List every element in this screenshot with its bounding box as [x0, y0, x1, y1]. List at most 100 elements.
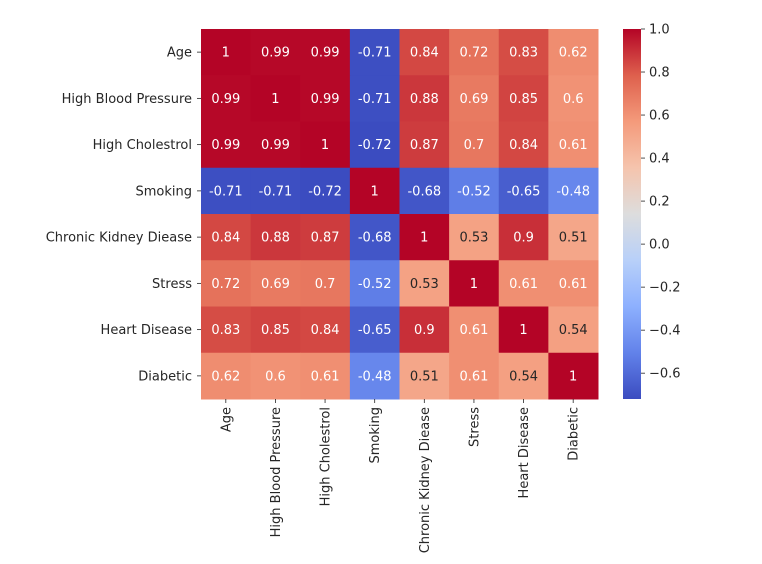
heatmap-cell	[201, 167, 252, 215]
cell-annotation: 0.84	[410, 46, 439, 61]
heatmap-cell	[449, 352, 500, 400]
heatmap-cell	[300, 167, 351, 215]
cell-annotation: -0.68	[358, 231, 392, 246]
colorbar-tick-label: 1.0	[649, 23, 670, 38]
heatmap-cell	[201, 260, 252, 307]
heatmap-cell	[399, 260, 450, 307]
cell-annotation: 0.84	[311, 323, 340, 338]
cell-annotation: 0.72	[211, 277, 240, 292]
heatmap-cell	[399, 121, 450, 169]
cell-annotation: 0.72	[459, 46, 488, 61]
colorbar-tick-label: −0.6	[649, 367, 681, 382]
heatmap-cell	[349, 167, 400, 215]
heatmap-cell	[250, 352, 301, 400]
y-tick-label: Chronic Kidney Diease	[46, 231, 192, 246]
heatmap-cell	[250, 29, 301, 76]
cell-annotation: -0.65	[358, 323, 392, 338]
heatmap-cell	[300, 121, 351, 169]
heatmap-cell	[498, 29, 549, 76]
heatmap-cell	[548, 167, 599, 215]
cell-annotation: 0.51	[559, 231, 588, 246]
heatmap-cell	[498, 167, 549, 215]
cell-annotation: 0.61	[559, 277, 588, 292]
cell-annotation: 0.51	[410, 369, 439, 384]
x-tick-label: Age	[219, 407, 234, 432]
heatmap-cell	[498, 214, 549, 261]
y-tick-label: Diabetic	[138, 369, 192, 384]
cell-annotation: 0.54	[509, 369, 538, 384]
heatmap-cell	[300, 29, 351, 76]
heatmap-cell	[399, 29, 450, 76]
heatmap-cell	[300, 352, 351, 400]
x-tick-label: High Cholestrol	[319, 407, 334, 506]
heatmap-cell	[449, 167, 500, 215]
heatmap-cell	[449, 214, 500, 261]
heatmap-cell	[449, 121, 500, 169]
heatmap-cell	[349, 29, 400, 76]
heatmap-cell	[300, 306, 351, 354]
cell-annotation: -0.71	[358, 92, 392, 107]
heatmap-cell	[548, 306, 599, 354]
heatmap-cell	[399, 214, 450, 261]
heatmap-cell	[498, 75, 549, 122]
heatmap-cell	[548, 29, 599, 76]
heatmap-cell	[399, 306, 450, 354]
cell-annotation: 1	[470, 277, 478, 292]
colorbar-tick-label: 0.2	[649, 195, 670, 210]
cell-annotation: -0.48	[556, 184, 590, 199]
heatmap-cell	[349, 214, 400, 261]
cell-annotation: 0.53	[410, 277, 439, 292]
x-tick-label: High Blood Pressure	[269, 407, 284, 537]
cell-annotation: 0.88	[410, 92, 439, 107]
heatmap-cell	[250, 260, 301, 307]
heatmap-cell	[449, 306, 500, 354]
heatmap-cell	[399, 352, 450, 400]
y-tick-label: Stress	[152, 277, 192, 292]
heatmap-cell	[498, 352, 549, 400]
heatmap-cell	[201, 29, 252, 76]
y-tick-label: Heart Disease	[101, 323, 192, 338]
cell-annotation: -0.71	[358, 46, 392, 61]
colorbar-tick-label: 0.6	[649, 109, 670, 124]
cell-annotation: 1	[569, 369, 577, 384]
heatmap-cell	[250, 121, 301, 169]
cell-annotation: 1	[222, 46, 230, 61]
cell-annotation: 1	[420, 231, 428, 246]
heatmap-cell	[449, 29, 500, 76]
cell-annotation: 0.69	[459, 92, 488, 107]
cell-annotation: 0.99	[311, 92, 340, 107]
cell-annotation: 0.6	[265, 369, 286, 384]
cell-annotation: 0.99	[261, 138, 290, 153]
cell-annotation: 0.99	[311, 46, 340, 61]
cell-annotation: 0.61	[311, 369, 340, 384]
cell-annotation: 1	[371, 184, 379, 199]
x-tick-label: Stress	[467, 407, 482, 447]
cell-annotation: 0.84	[211, 231, 240, 246]
heatmap-cell	[349, 352, 400, 400]
heatmap-cell	[449, 260, 500, 307]
heatmap-cell	[449, 75, 500, 122]
heatmap-cell	[349, 75, 400, 122]
y-tick-label: Age	[167, 46, 192, 61]
cell-annotation: 1	[519, 323, 527, 338]
cell-annotation: 0.99	[261, 46, 290, 61]
cell-annotation: 0.87	[410, 138, 439, 153]
y-tick-label: Smoking	[135, 184, 192, 199]
x-tick-label: Chronic Kidney Diease	[418, 407, 433, 553]
heatmap-cell	[399, 167, 450, 215]
y-tick-label: High Cholestrol	[93, 138, 192, 153]
heatmap-cell	[498, 260, 549, 307]
cell-annotation: 0.61	[459, 323, 488, 338]
cell-annotation: -0.65	[507, 184, 541, 199]
heatmap-cell	[201, 352, 252, 400]
cell-annotation: -0.52	[457, 184, 491, 199]
heatmap-cell	[300, 214, 351, 261]
cell-annotation: 0.87	[311, 231, 340, 246]
colorbar-tick-label: −0.4	[649, 324, 681, 339]
heatmap-cell	[399, 75, 450, 122]
cell-annotation: 0.9	[414, 323, 435, 338]
cell-annotation: 0.62	[211, 369, 240, 384]
cell-annotation: 0.88	[261, 231, 290, 246]
cell-annotation: 0.84	[509, 138, 538, 153]
